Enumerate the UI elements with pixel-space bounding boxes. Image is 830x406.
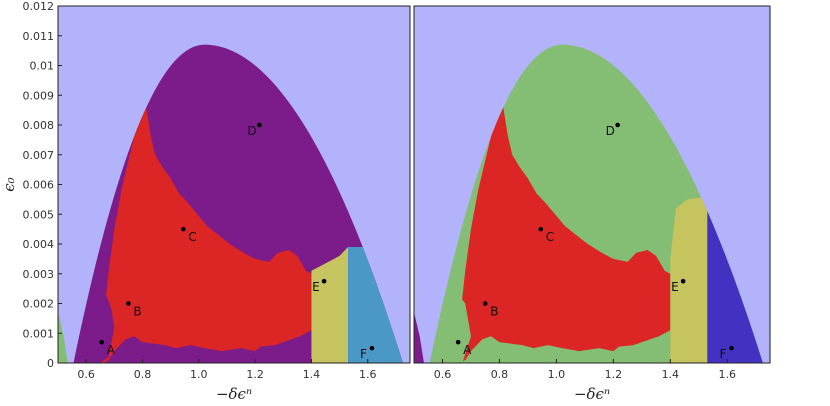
- y-tick-label: 0.002: [23, 298, 55, 311]
- y-tick-label: 0.006: [23, 179, 55, 192]
- region-red: [90, 101, 312, 363]
- x-tick-label: 1.4: [303, 368, 321, 381]
- x-tick-label: 0.6: [434, 368, 452, 381]
- point-a-marker: [455, 339, 461, 345]
- plot-frame: [413, 5, 771, 364]
- edge-sliver: [58, 312, 68, 363]
- x-tick-label: 1.0: [190, 368, 208, 381]
- point-f-marker: [369, 345, 375, 351]
- y-tick-label: 0.007: [23, 149, 55, 162]
- panel-left: 0.6 0.8 1.0 1.2 1.4 1.6 0 0.001 0.002 0.003 0.004 0…: [0, 0, 411, 403]
- x-tick-label: 0.8: [134, 368, 152, 381]
- region-green-wedge: [431, 288, 471, 363]
- point-d-marker: [257, 122, 262, 128]
- x-tick-label: 1.6: [359, 368, 377, 381]
- y-tick-label: 0.011: [23, 30, 55, 43]
- point-e-marker: [321, 278, 327, 284]
- x-tick-label: 0.8: [491, 368, 509, 381]
- y-tick-label: 0.01: [30, 60, 55, 73]
- point-f-label: F: [720, 347, 727, 361]
- edge-sliver: [414, 312, 424, 363]
- x-tick-label: 1.6: [719, 368, 737, 381]
- point-c-label: C: [188, 230, 196, 244]
- region-purple-wedge: [74, 282, 115, 363]
- x-tick-label: 1.4: [662, 368, 680, 381]
- y-tick-label: 0.003: [23, 268, 55, 281]
- region-olive: [311, 246, 349, 363]
- x-tick-label: 0.6: [77, 368, 95, 381]
- point-d-marker: [615, 122, 620, 128]
- panel-right: 0.6 0.8 1.0 1.2 1.4 1.6 −δϵⁿ A B C D E F: [413, 5, 771, 403]
- y-tick-label: 0.009: [23, 89, 55, 102]
- x-axis-title: −δϵⁿ: [216, 385, 252, 403]
- y-tick-label: 0.001: [23, 327, 55, 340]
- point-a-marker: [99, 339, 104, 345]
- point-f-marker: [729, 345, 734, 351]
- point-c-marker: [538, 226, 544, 232]
- x-tick-label: 1.0: [548, 368, 566, 381]
- point-a-label: A: [463, 343, 472, 357]
- point-d-label: D: [606, 124, 615, 138]
- region-red: [446, 101, 671, 363]
- x-axis-title: −δϵⁿ: [574, 385, 610, 403]
- point-e-marker: [680, 278, 686, 284]
- y-tick-label: 0.008: [23, 119, 55, 132]
- x-tick-label: 1.2: [246, 368, 264, 381]
- point-c-label: C: [546, 230, 554, 244]
- point-a-label: A: [107, 343, 116, 357]
- y-tick-label: 0: [47, 357, 54, 370]
- point-e-label: E: [671, 280, 679, 294]
- region-olive: [670, 196, 708, 363]
- point-b-marker: [126, 301, 131, 306]
- point-c-marker: [181, 226, 186, 232]
- y-axis-title: ϵ₀: [0, 177, 18, 191]
- point-e-label: E: [312, 280, 320, 294]
- point-b-label: B: [133, 305, 141, 319]
- point-d-label: D: [247, 124, 256, 138]
- y-tick-label: 0.005: [23, 208, 55, 221]
- point-b-marker: [482, 301, 488, 306]
- y-tick-label: 0.004: [23, 238, 55, 251]
- point-b-label: B: [490, 305, 498, 319]
- point-f-label: F: [360, 347, 367, 361]
- x-tick-label: 1.2: [605, 368, 623, 381]
- y-tick-label: 0.012: [23, 0, 55, 13]
